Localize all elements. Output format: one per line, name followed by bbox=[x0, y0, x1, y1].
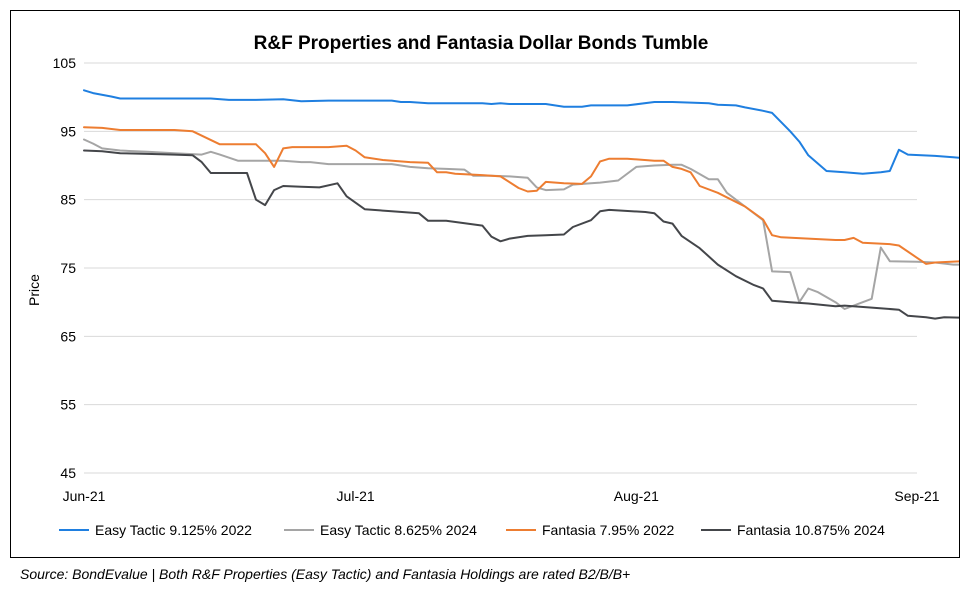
series-line-3 bbox=[83, 126, 959, 265]
y-tick-label: 75 bbox=[60, 260, 76, 276]
series-line-2 bbox=[83, 138, 959, 310]
legend: Easy Tactic 9.125% 2022 Easy Tactic 8.625… bbox=[59, 522, 885, 538]
x-tick-label: Jul-21 bbox=[337, 488, 375, 504]
series-lines bbox=[83, 89, 959, 320]
x-tick-label: Aug-21 bbox=[614, 488, 659, 504]
y-tick-label: 85 bbox=[60, 192, 76, 208]
source-note: Source: BondEvalue | Both R&F Properties… bbox=[20, 566, 631, 582]
y-tick-label: 55 bbox=[60, 397, 76, 413]
chart-title: R&F Properties and Fantasia Dollar Bonds… bbox=[254, 33, 709, 54]
series-line-1 bbox=[83, 89, 959, 175]
y-tick-label: 45 bbox=[60, 465, 76, 481]
chart-frame: R&F Properties and Fantasia Dollar Bonds… bbox=[10, 10, 960, 558]
legend-label: Easy Tactic 9.125% 2022 bbox=[95, 522, 252, 538]
legend-label: Easy Tactic 8.625% 2024 bbox=[320, 522, 477, 538]
x-axis-ticks: Jun-21 Jul-21 Aug-21 Sep-21 bbox=[63, 488, 940, 504]
gridlines bbox=[84, 62, 917, 474]
x-tick-label: Jun-21 bbox=[63, 488, 106, 504]
legend-label: Fantasia 7.95% 2022 bbox=[542, 522, 675, 538]
y-tick-label: 95 bbox=[60, 123, 76, 139]
y-axis-title: Price bbox=[26, 274, 42, 306]
y-tick-label: 65 bbox=[60, 328, 76, 344]
line-chart: R&F Properties and Fantasia Dollar Bonds… bbox=[26, 33, 959, 538]
legend-label: Fantasia 10.875% 2024 bbox=[737, 522, 885, 538]
y-axis-ticks: 45 55 65 75 85 95 105 bbox=[53, 55, 77, 481]
y-tick-label: 105 bbox=[53, 55, 77, 71]
x-tick-label: Sep-21 bbox=[894, 488, 939, 504]
series-line-4 bbox=[83, 149, 959, 320]
